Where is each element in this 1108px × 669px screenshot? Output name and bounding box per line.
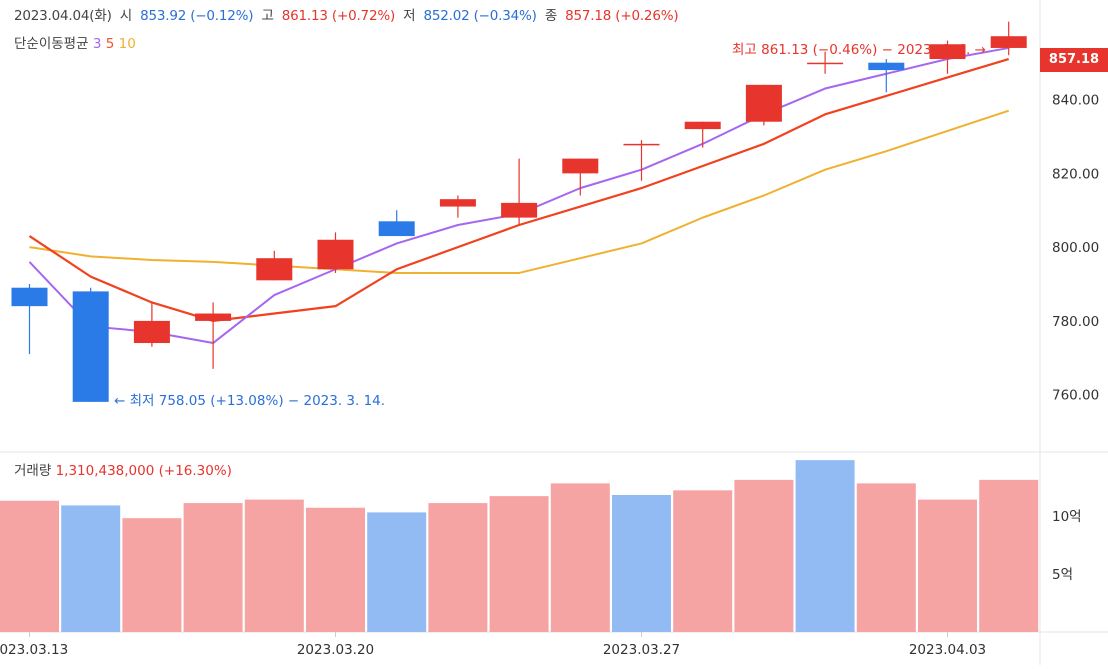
low-annotation: ← 최저 758.05 (+13.08%) − 2023. 3. 14. bbox=[114, 393, 386, 409]
volume-label: 거래량 bbox=[14, 463, 52, 479]
price-tick-label: 820.00 bbox=[1052, 166, 1099, 182]
candle-body bbox=[133, 320, 170, 344]
high-value: 861.13 (+0.72%) bbox=[281, 8, 396, 24]
open-value: 853.92 (−0.12%) bbox=[140, 8, 254, 24]
price-tick-label: 840.00 bbox=[1052, 93, 1099, 109]
volume-bar bbox=[673, 490, 733, 632]
candle-body bbox=[684, 121, 721, 130]
volume-bar bbox=[918, 499, 977, 632]
candle-body bbox=[990, 36, 1027, 48]
candle-body bbox=[745, 84, 782, 122]
volume-bar bbox=[550, 483, 610, 632]
price-tick-label: 800.00 bbox=[1052, 240, 1099, 256]
ma10-line bbox=[29, 109, 1010, 274]
ohlc-header: 2023.04.04(화) 시 853.92 (−0.12%) 고 861.13… bbox=[14, 4, 682, 24]
x-tick-label: 2023.04.03 bbox=[909, 642, 986, 658]
candle-body bbox=[868, 62, 905, 71]
price-tick-label: 760.00 bbox=[1052, 388, 1099, 404]
last-price-badge: 857.18 bbox=[1040, 48, 1108, 72]
volume-tick-label: 5억 bbox=[1052, 567, 1073, 583]
volume-bar bbox=[734, 479, 794, 632]
volume-bar bbox=[244, 499, 304, 632]
ma3-legend[interactable]: 3 bbox=[92, 36, 102, 52]
volume-bar bbox=[428, 503, 488, 632]
ma10-legend[interactable]: 10 bbox=[118, 36, 136, 52]
volume-bar bbox=[61, 505, 121, 632]
volume-bar bbox=[0, 500, 59, 632]
volume-bar bbox=[612, 494, 671, 632]
volume-legend: 거래량 1,310,438,000 (+16.30%) bbox=[14, 459, 232, 479]
candle-body bbox=[11, 287, 48, 307]
low-label: 저 bbox=[403, 8, 416, 24]
low-value: 852.02 (−0.34%) bbox=[423, 8, 537, 24]
close-value: 857.18 (+0.26%) bbox=[565, 8, 679, 24]
candle-body bbox=[72, 291, 109, 402]
high-label: 고 bbox=[261, 8, 274, 24]
price-tick-label: 780.00 bbox=[1052, 314, 1099, 330]
high-annotation: 최고 861.13 (−0.46%) − 2023. 4. 4. → bbox=[732, 42, 986, 58]
x-tick-label: 2023.03.27 bbox=[603, 642, 680, 658]
ma5-legend[interactable]: 5 bbox=[105, 36, 115, 52]
candle-body bbox=[807, 62, 844, 65]
x-tick-label: 2023.03.13 bbox=[0, 642, 68, 658]
candle-body bbox=[929, 44, 966, 60]
candle-body bbox=[195, 313, 232, 321]
candle-body bbox=[256, 258, 293, 281]
ma-legend-label: 단순이동평균 bbox=[14, 36, 89, 52]
volume-bar bbox=[306, 507, 365, 632]
candle-body bbox=[317, 239, 354, 270]
x-tick-label: 2023.03.20 bbox=[297, 642, 374, 658]
candle-body bbox=[501, 202, 538, 218]
volume-value: 1,310,438,000 (+16.30%) bbox=[55, 463, 232, 479]
volume-bar bbox=[979, 479, 1039, 632]
open-label: 시 bbox=[119, 8, 132, 24]
volume-tick-label: 10억 bbox=[1052, 509, 1082, 525]
volume-bar bbox=[795, 460, 855, 632]
volume-bar bbox=[183, 503, 243, 632]
candle-body bbox=[378, 221, 415, 237]
close-label: 종 bbox=[544, 8, 558, 24]
volume-bar bbox=[367, 512, 427, 632]
moving-average-legend[interactable]: 단순이동평균 3 5 10 bbox=[14, 32, 136, 52]
volume-bar bbox=[122, 518, 182, 632]
candle-body bbox=[562, 158, 599, 174]
candle-body bbox=[623, 143, 660, 146]
candle-body bbox=[439, 199, 476, 207]
volume-bar bbox=[489, 496, 549, 632]
volume-bar bbox=[856, 483, 916, 632]
header-date: 2023.04.04(화) bbox=[14, 8, 112, 24]
